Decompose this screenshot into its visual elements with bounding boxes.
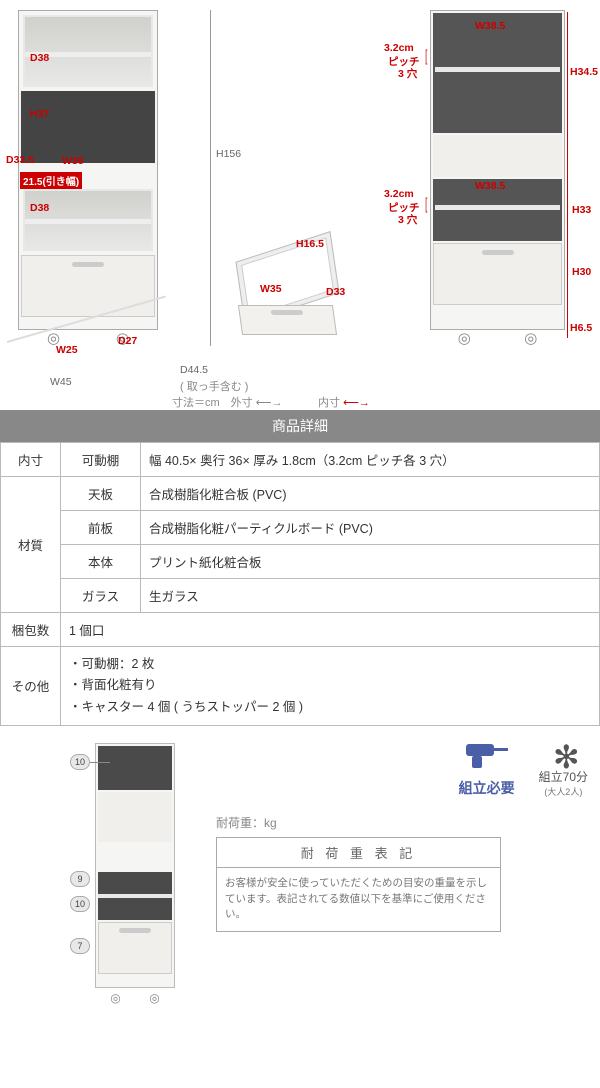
dim-pitch1a: 3.2cm: [384, 42, 414, 54]
dim-h37: H37: [30, 108, 49, 120]
dim-w38: W38: [62, 155, 84, 167]
load-desc: お客様が安全に使っていただくための目安の重量を示しています。表記されてる数値以下…: [217, 868, 500, 931]
dim-d27: D27: [118, 335, 137, 347]
load-title: 耐 荷 重 表 記: [217, 838, 500, 868]
cell-front: 前板: [61, 511, 141, 545]
dim-d33: D33: [326, 286, 345, 298]
asterisk-icon: ✻: [539, 746, 588, 768]
cell-innerdim: 内寸: [1, 443, 61, 477]
cell-material: 材質: [1, 477, 61, 613]
cell-other-val: ・可動棚：2 枚 ・背面化粧有り ・キャスター 4 個 ( うちストッパー 2 …: [61, 647, 600, 726]
dimension-diagrams: ◎◎ D38 H37 D33.5 W38 21.5(引き幅) D38 W25 D…: [0, 0, 600, 410]
assembly-info: 組立必要 ✻ 組立70分 (大人2人): [216, 738, 600, 798]
dim-d445: D44.5: [180, 364, 208, 376]
dim-pull: 21.5(引き幅): [20, 172, 82, 189]
legend-outer: 寸法＝cm 外寸 ⟵→: [172, 394, 283, 410]
cell-glass-val: 生ガラス: [141, 579, 600, 613]
dim-w25: W25: [56, 344, 78, 356]
weight-10a: 10: [70, 754, 90, 770]
dim-h165: H16.5: [296, 238, 324, 250]
weight-7: 7: [70, 938, 90, 954]
cell-pkg: 梱包数: [1, 613, 61, 647]
cell-top: 天板: [61, 477, 141, 511]
dim-w385a: W38.5: [475, 20, 505, 32]
cell-other: その他: [1, 647, 61, 726]
dim-d38b: D38: [30, 202, 49, 214]
dim-d335: D33.5: [6, 154, 34, 166]
load-diagram: ◎◎ 10 9 10 7: [0, 738, 200, 1018]
assembly-people: (大人2人): [539, 785, 588, 798]
dim-d38: D38: [30, 52, 49, 64]
dim-w35: W35: [260, 283, 282, 295]
dim-pitch2c: 3 穴: [398, 212, 417, 227]
dim-h30: H30: [572, 266, 591, 278]
assembly-required: 組立必要: [459, 778, 515, 798]
cell-top-val: 合成樹脂化粧合板 (PVC): [141, 477, 600, 511]
spec-table: 内寸 可動棚 幅 40.5× 奥行 36× 厚み 1.8cm（3.2cm ピッチ…: [0, 442, 600, 726]
dim-h345: H34.5: [570, 66, 598, 78]
dim-h65: H6.5: [570, 322, 592, 334]
drill-icon: [459, 738, 515, 778]
assembly-time: 組立70分: [539, 768, 588, 785]
weight-9: 9: [70, 871, 90, 887]
cell-shelf-val: 幅 40.5× 奥行 36× 厚み 1.8cm（3.2cm ピッチ各 3 穴）: [141, 443, 600, 477]
cell-front-val: 合成樹脂化粧パーティクルボード (PVC): [141, 511, 600, 545]
cell-body-val: プリント紙化粧合板: [141, 545, 600, 579]
load-box: 耐 荷 重 表 記 お客様が安全に使っていただくための目安の重量を示しています。…: [216, 837, 501, 932]
dim-w385b: W38.5: [475, 180, 505, 192]
dim-pitch2a: 3.2cm: [384, 188, 414, 200]
dim-d445-note: ( 取っ手含む ): [180, 378, 248, 394]
dim-w45: W45: [50, 376, 72, 388]
legend-inner: 内寸 ⟵→: [318, 394, 370, 410]
bottom-section: ◎◎ 10 9 10 7 組立必要 ✻ 組立70分 (大人2人) 耐荷重：kg …: [0, 738, 600, 1018]
drawer-diagram: [225, 225, 355, 320]
dim-h156: H156: [216, 148, 241, 160]
cell-pkg-val: 1 個口: [61, 613, 600, 647]
dim-h33: H33: [572, 204, 591, 216]
table-header: 商品詳細: [0, 410, 600, 442]
dim-pitch1c: 3 穴: [398, 66, 417, 81]
cell-shelf: 可動棚: [61, 443, 141, 477]
load-pretext: 耐荷重：kg: [216, 814, 600, 831]
cabinet-right: ◎◎: [430, 10, 565, 330]
weight-10b: 10: [70, 896, 90, 912]
cell-body: 本体: [61, 545, 141, 579]
cell-glass: ガラス: [61, 579, 141, 613]
